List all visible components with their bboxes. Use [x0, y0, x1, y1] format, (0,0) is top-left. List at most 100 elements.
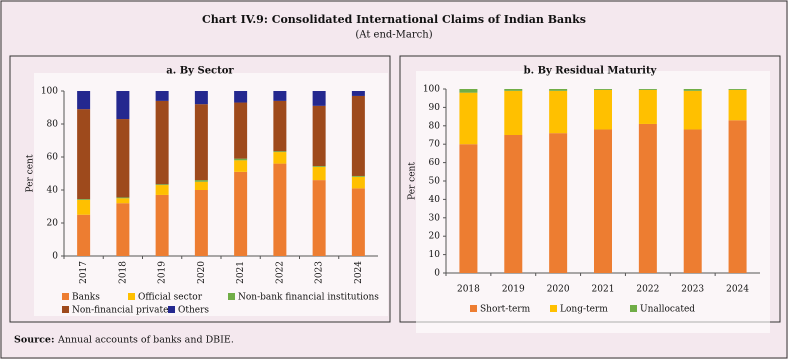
- source-label: Source:: [14, 335, 54, 346]
- bar-segment: [459, 92, 478, 145]
- legend-label: Unallocated: [640, 305, 695, 315]
- x-tick-label: 2021: [592, 285, 615, 295]
- bar-segment: [77, 199, 91, 215]
- bar-segment: [351, 188, 365, 256]
- bar-segment: [77, 214, 91, 256]
- bar-segment: [728, 89, 747, 90]
- bar-segment: [351, 176, 365, 189]
- x-tick-label: 2023: [681, 285, 704, 295]
- x-tick-label: 2018: [118, 261, 128, 284]
- bar-segment: [194, 181, 208, 190]
- legend-swatch: [62, 306, 69, 313]
- x-tick-label: 2019: [158, 261, 168, 284]
- bar-segment: [273, 152, 287, 164]
- y-tick-label: 70: [429, 140, 441, 150]
- bar-segment: [638, 89, 657, 124]
- legend-label: Others: [178, 306, 209, 316]
- y-tick-label: 20: [429, 232, 441, 242]
- x-tick-label: 2022: [636, 285, 659, 295]
- bar-segment: [234, 91, 248, 103]
- x-tick-label: 2023: [315, 261, 325, 284]
- bar-segment: [116, 203, 130, 256]
- bar-segment: [312, 166, 326, 181]
- bar-segment: [351, 175, 365, 177]
- legend-swatch: [228, 293, 235, 300]
- bar-segment: [728, 89, 747, 121]
- bar-segment: [504, 135, 523, 273]
- bar-segment: [683, 90, 702, 130]
- legend-label: Non-financial private: [72, 306, 168, 316]
- y-tick-label: 0: [52, 252, 58, 262]
- bar-segment: [116, 197, 130, 199]
- bar-segment: [116, 198, 130, 204]
- bar-segment: [194, 91, 208, 105]
- bar-segment: [549, 133, 568, 273]
- y-axis-label: Per cent: [408, 162, 418, 200]
- y-tick-label: 60: [47, 153, 59, 163]
- bar-segment: [116, 119, 130, 198]
- legend-swatch: [128, 293, 135, 300]
- bar-segment: [504, 90, 523, 135]
- x-tick-label: 2022: [275, 261, 285, 284]
- bar-segment: [312, 105, 326, 167]
- bar-segment: [273, 151, 287, 153]
- legend-swatch: [550, 305, 557, 312]
- bar-segment: [155, 100, 169, 185]
- legend-label: Short-term: [480, 305, 531, 315]
- y-tick-label: 100: [41, 87, 58, 97]
- y-tick-label: 90: [429, 103, 441, 113]
- y-tick-label: 60: [429, 158, 441, 168]
- legend-swatch: [168, 306, 175, 313]
- plot-area: [34, 73, 388, 316]
- bar-segment: [116, 91, 130, 120]
- bar-segment: [594, 89, 612, 90]
- bar-segment: [683, 129, 702, 273]
- bar-segment: [459, 144, 478, 273]
- x-tick-label: 2018: [457, 285, 480, 295]
- bar-segment: [351, 95, 365, 176]
- bar-segment: [77, 91, 91, 110]
- bar-segment: [234, 158, 248, 161]
- legend-label: Banks: [72, 293, 100, 303]
- bar-segment: [683, 89, 702, 91]
- panel: [9, 55, 391, 323]
- page-title: Chart IV.9: Consolidated International C…: [202, 13, 586, 26]
- bar-segment: [594, 129, 612, 273]
- legend-swatch: [630, 305, 637, 312]
- y-tick-label: 40: [429, 195, 441, 205]
- y-tick-label: 80: [429, 121, 441, 131]
- bar-segment: [194, 190, 208, 256]
- bar-segment: [549, 89, 568, 91]
- y-axis-label: Per cent: [26, 154, 36, 192]
- x-tick-label: 2019: [502, 285, 525, 295]
- panel-title: b. By Residual Maturity: [524, 66, 658, 77]
- bar-segment: [77, 199, 91, 200]
- y-tick-label: 40: [47, 186, 59, 196]
- page-subtitle: (At end-March): [355, 30, 432, 41]
- legend-swatch: [470, 305, 477, 312]
- x-tick-label: 2017: [79, 261, 89, 284]
- y-tick-label: 50: [429, 177, 441, 187]
- y-tick-label: 30: [429, 213, 441, 223]
- bar-segment: [194, 180, 208, 182]
- bar-segment: [194, 104, 208, 181]
- bar-segment: [312, 166, 326, 167]
- bar-segment: [549, 90, 568, 134]
- bar-segment: [504, 89, 523, 91]
- bar-segment: [638, 123, 657, 274]
- bar-segment: [273, 100, 287, 152]
- bar-segment: [312, 180, 326, 256]
- bar-segment: [155, 91, 169, 101]
- bar-segment: [234, 171, 248, 256]
- bar-segment: [594, 89, 612, 130]
- y-tick-label: 20: [47, 219, 59, 229]
- source-text: Annual accounts of banks and DBIE.: [57, 335, 234, 346]
- y-tick-label: 80: [47, 120, 59, 130]
- y-tick-label: 0: [434, 269, 440, 279]
- legend-label: Long-term: [560, 305, 608, 315]
- x-tick-label: 2024: [354, 261, 364, 284]
- bar-segment: [155, 184, 169, 186]
- bar-segment: [351, 91, 365, 96]
- bar-segment: [234, 102, 248, 159]
